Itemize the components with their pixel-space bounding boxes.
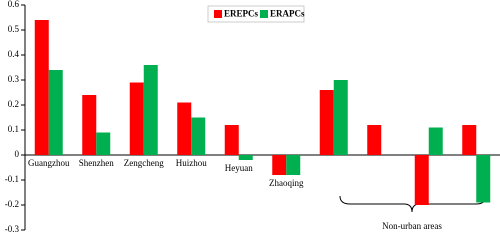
bar <box>224 125 239 155</box>
bar <box>272 155 287 175</box>
bar <box>177 102 192 155</box>
x-tick-label: Shenzhen <box>79 158 114 168</box>
brace <box>339 195 487 213</box>
bar <box>286 155 301 175</box>
y-tick-label: 0.4 <box>8 49 20 59</box>
y-tick-label: 0.3 <box>8 74 20 84</box>
x-tick-label: Huizhou <box>176 158 207 168</box>
x-tick-label: Guangzhou <box>28 158 70 168</box>
legend-box <box>207 5 305 23</box>
legend-swatch <box>260 10 268 18</box>
bar <box>462 125 477 155</box>
y-tick-label: 0.5 <box>8 24 20 34</box>
y-tick-label: -0.1 <box>5 174 19 184</box>
bar <box>48 70 63 155</box>
bar <box>428 127 443 155</box>
legend-label: ERAPCs <box>270 9 305 19</box>
bar <box>34 20 49 155</box>
annotation: Non-urban areas <box>382 221 442 231</box>
bar <box>143 65 158 155</box>
x-tick-label: Heyuan <box>225 163 253 173</box>
bar <box>82 95 97 155</box>
bar <box>333 80 348 155</box>
y-tick-label: -0.2 <box>5 199 19 209</box>
y-tick-label: 0.6 <box>8 0 20 9</box>
x-tick-label: Zengcheng <box>124 158 164 168</box>
bar <box>96 132 111 155</box>
bar <box>367 125 382 155</box>
bar <box>238 155 253 160</box>
bar <box>191 117 206 155</box>
chart: Non-urban areas -0.3 -0.2 -0.1 0 0.1 0.2 0.3 0.… <box>5 0 500 234</box>
bar <box>319 90 334 155</box>
legend-label: EREPCs <box>224 9 259 19</box>
bar <box>476 155 491 203</box>
y-tick-label: 0.2 <box>8 99 19 109</box>
bar <box>414 155 429 205</box>
y-tick-label: 0.1 <box>8 124 19 134</box>
bar <box>129 82 144 155</box>
x-tick-label: Zhaoqing <box>269 178 304 188</box>
legend-swatch <box>214 10 222 18</box>
y-tick-label: -0.3 <box>5 224 20 234</box>
y-tick-label: 0 <box>15 149 20 159</box>
